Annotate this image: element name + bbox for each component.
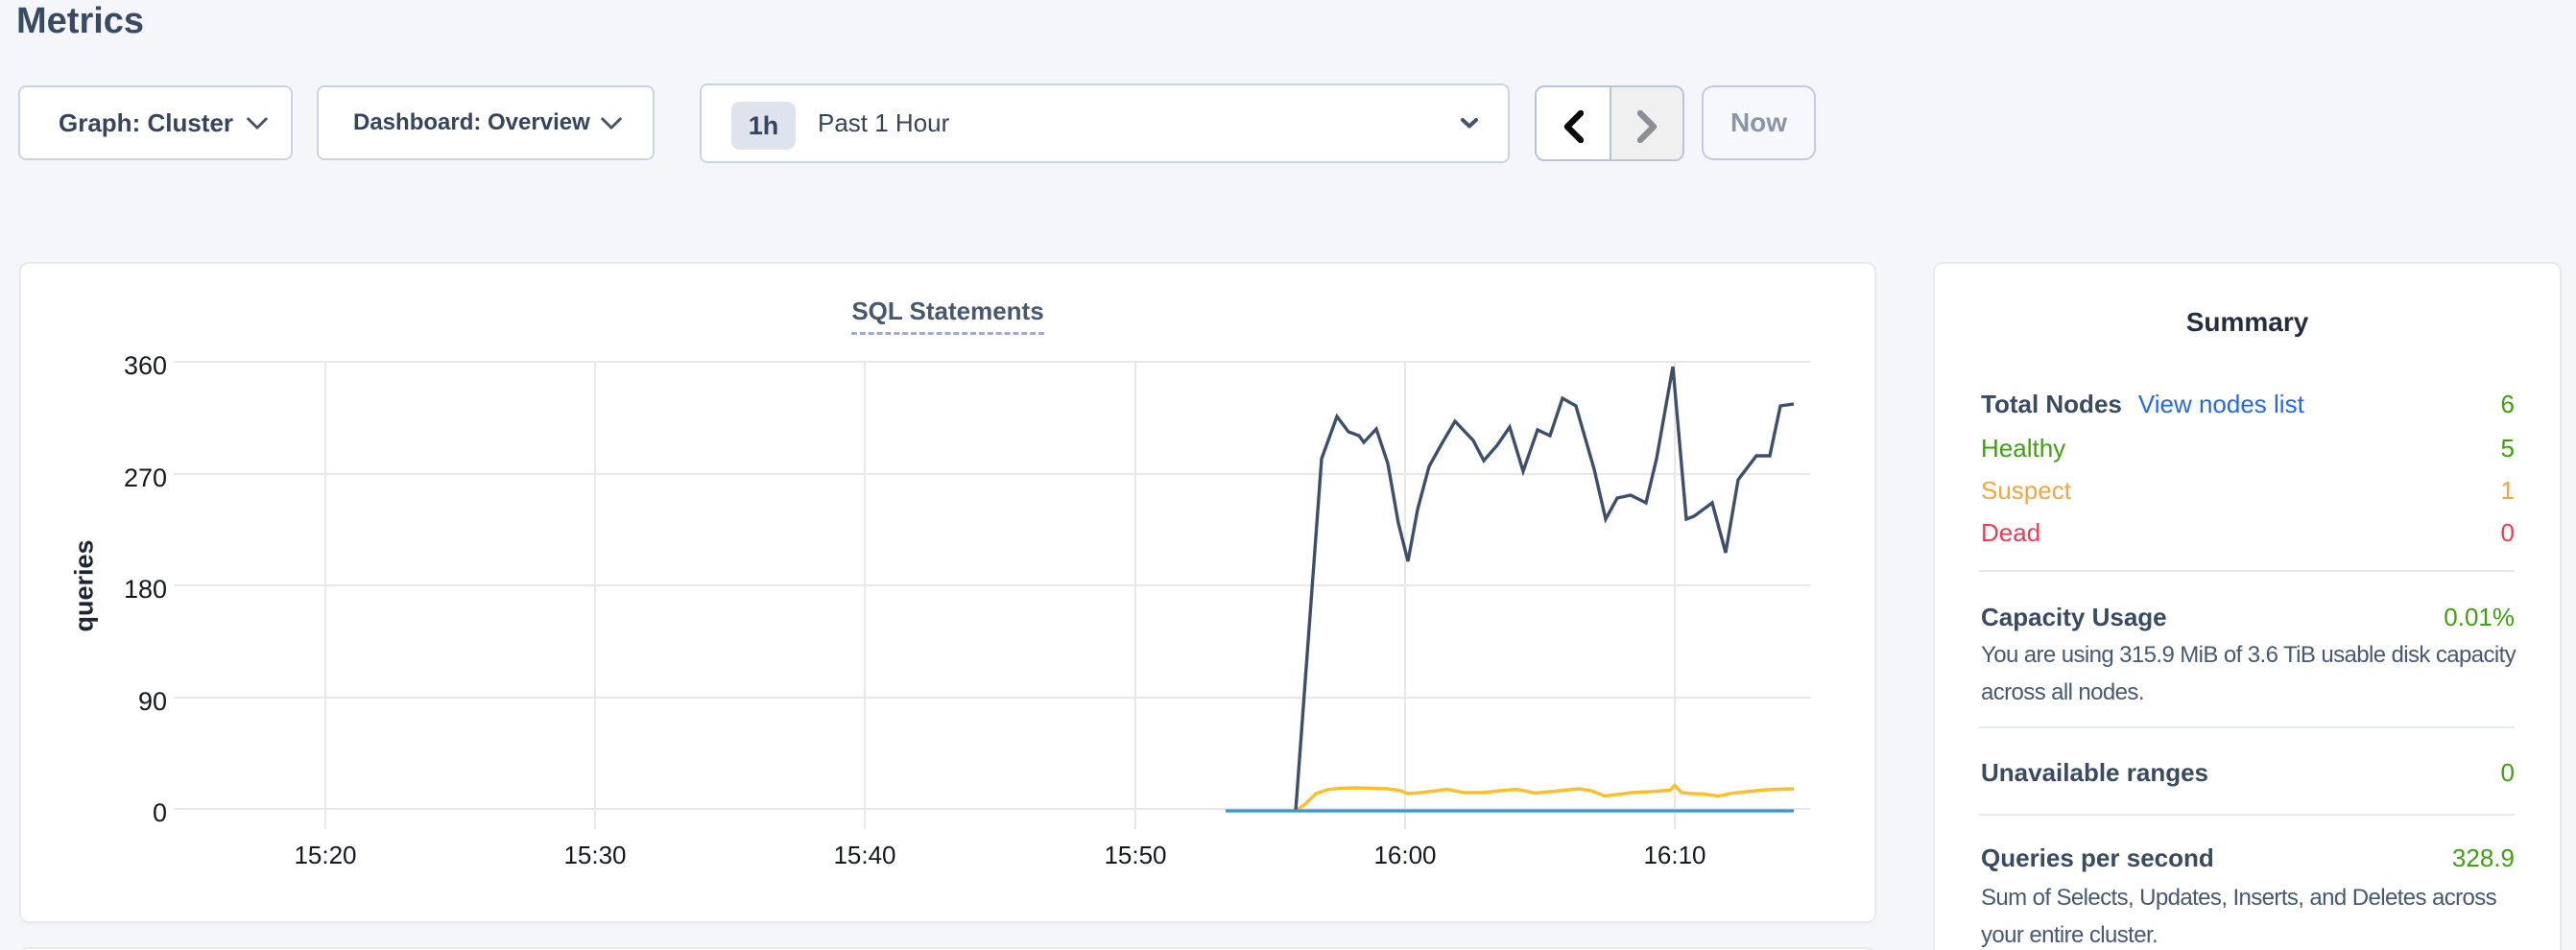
svg-text:0: 0 [153, 798, 167, 827]
svg-text:15:20: 15:20 [294, 841, 356, 869]
svg-text:16:10: 16:10 [1643, 841, 1705, 869]
svg-text:15:50: 15:50 [1104, 841, 1166, 869]
svg-text:360: 360 [124, 351, 167, 380]
svg-text:90: 90 [138, 687, 167, 716]
svg-text:270: 270 [124, 463, 167, 492]
svg-text:16:00: 16:00 [1373, 841, 1436, 869]
svg-text:180: 180 [124, 575, 167, 604]
svg-text:15:30: 15:30 [563, 841, 626, 869]
svg-text:15:40: 15:40 [833, 841, 895, 869]
